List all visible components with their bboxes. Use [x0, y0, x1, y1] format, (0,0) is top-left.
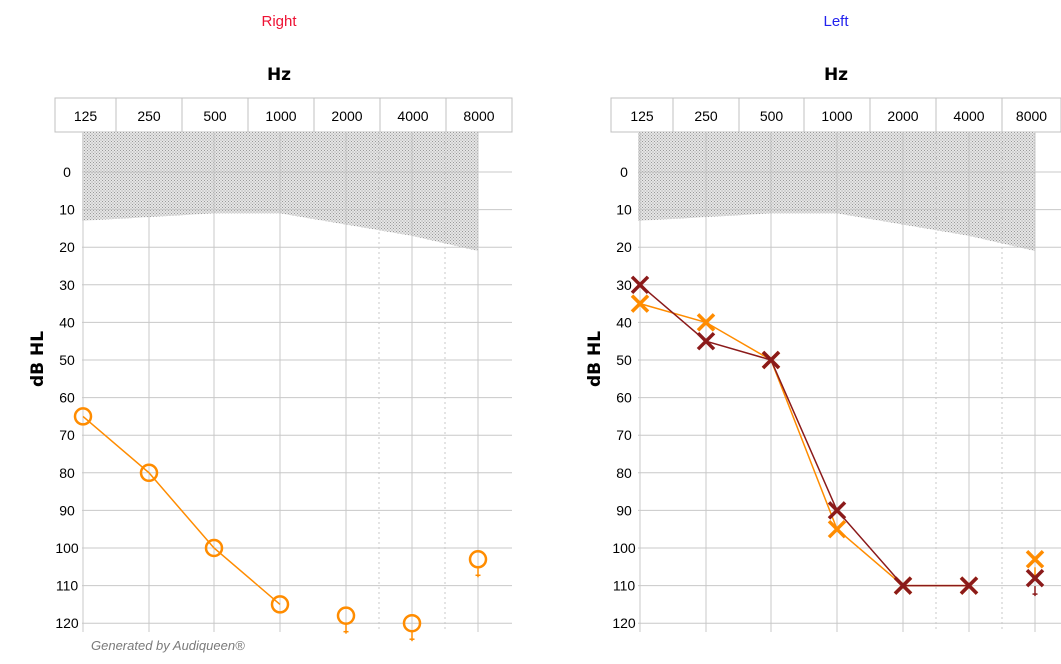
right-db-tick-30: 30 [59, 277, 75, 293]
left-series-0-line [639, 302, 969, 587]
right-freq-tick-250: 250 [137, 108, 161, 124]
left-series-1-line [639, 284, 969, 587]
left-db-tick-10: 10 [616, 202, 632, 218]
left-freq-header [610, 97, 1061, 133]
right-freq-tick-2000: 2000 [331, 108, 362, 124]
left-db-tick-100: 100 [612, 540, 636, 556]
left-series-0-point-250 [696, 313, 716, 332]
left-series-1-point-4000 [959, 576, 979, 595]
right-db-tick-50: 50 [59, 352, 75, 368]
left-freq-tick-125: 125 [630, 108, 654, 124]
right-db-tick-60: 60 [59, 390, 75, 406]
right-series-0-point-500 [204, 538, 224, 558]
left-freq-tick-8000: 8000 [1016, 108, 1047, 124]
left-series-1-point-1000-stroke-b [827, 501, 847, 520]
left-series-0-point-1000 [827, 519, 847, 539]
left-freq-tick-1000: 1000 [821, 108, 852, 124]
right-db-axis-label: dB HL [28, 331, 48, 387]
right-audiogram: Right Hz dB HL 125 250 500 1000 2000 4000 8000… [28, 13, 513, 642]
left-db-axis-label: dB HL [585, 331, 605, 387]
left-series-0-point-1000-stroke-b [827, 519, 847, 539]
right-db-tick-80: 80 [59, 465, 75, 481]
left-audiogram: Left Hz dB HL 125 250 500 1000 2000 4000 8000 0… [585, 13, 1061, 632]
right-db-tick-110: 110 [56, 578, 79, 594]
right-db-tick-40: 40 [59, 314, 75, 330]
left-freq-tick-250: 250 [694, 108, 718, 124]
left-series-0-point-125 [630, 294, 650, 313]
left-series-1-point-1000 [827, 501, 847, 520]
left-db-tick-120: 120 [612, 615, 636, 631]
right-series-0-no-response-4000 [402, 613, 422, 642]
right-freq-tick-8000: 8000 [463, 108, 494, 124]
right-freq-tick-500: 500 [203, 108, 227, 124]
left-db-tick-30: 30 [616, 277, 632, 293]
left-db-tick-60: 60 [616, 390, 632, 406]
left-series-1-point-250 [696, 331, 716, 351]
left-db-tick-110: 110 [613, 578, 636, 594]
left-series-1-point-4000-stroke-b [959, 576, 979, 595]
right-freq-header [54, 97, 513, 133]
left-db-tick-0: 0 [620, 164, 628, 180]
left-db-tick-90: 90 [616, 502, 632, 518]
right-series-0-point-125 [73, 407, 93, 426]
left-db-tick-50: 50 [616, 352, 632, 368]
right-series-0-point-1000 [270, 595, 290, 614]
right-db-tick-90: 90 [59, 502, 75, 518]
right-series-0-point-250 [139, 463, 159, 483]
left-series-1-point-500-stroke-b [761, 350, 781, 370]
right-hz-label: Hz [267, 65, 291, 85]
left-freq-tick-4000: 4000 [953, 108, 984, 124]
right-freq-tick-1000: 1000 [265, 108, 296, 124]
left-db-tick-40: 40 [616, 314, 632, 330]
right-db-tick-70: 70 [59, 427, 75, 443]
left-series-1-point-500 [761, 350, 781, 370]
left-freq-tick-500: 500 [760, 108, 784, 124]
right-db-tick-10: 10 [59, 202, 75, 218]
right-series-0-no-response-2000 [336, 606, 356, 634]
left-series-1-point-2000-stroke-b [893, 576, 913, 595]
right-series-0-point-1000-shape [270, 595, 290, 614]
right-series-0-line [82, 415, 281, 605]
left-series-1-point-2000 [893, 576, 913, 595]
left-db-tick-80: 80 [616, 465, 632, 481]
left-series-0-point-250-stroke-b [696, 313, 716, 332]
right-freq-tick-4000: 4000 [397, 108, 428, 124]
generator-credit: Generated by Audiqueen® [91, 638, 245, 653]
left-series-1-point-125-stroke-b [630, 275, 650, 295]
right-ear-title: Right [261, 13, 297, 30]
left-db-tick-70: 70 [616, 427, 632, 443]
left-series-0-point-125-stroke-b [630, 294, 650, 313]
right-series-0-point-500-shape [204, 538, 224, 558]
right-series-0-no-response-8000 [468, 550, 488, 578]
right-db-tick-20: 20 [59, 239, 75, 255]
left-series-1-point-250-stroke-b [696, 331, 716, 351]
right-db-tick-120: 120 [55, 615, 79, 631]
left-series-1-no-response-8000-stroke-b [1025, 568, 1045, 588]
right-db-tick-0: 0 [63, 164, 71, 180]
right-db-tick-100: 100 [55, 540, 79, 556]
left-db-tick-20: 20 [616, 239, 632, 255]
right-series-0-point-250-shape [139, 463, 159, 483]
left-hz-label: Hz [824, 65, 848, 85]
left-freq-tick-2000: 2000 [887, 108, 918, 124]
left-series-1-no-response-8000 [1025, 568, 1045, 597]
right-freq-tick-125: 125 [74, 108, 98, 124]
right-series-0-point-125-shape [73, 407, 93, 426]
left-series-1-point-125 [630, 275, 650, 295]
left-ear-title: Left [823, 13, 849, 30]
left-series-0-no-response-8000-stroke-b [1025, 550, 1045, 569]
